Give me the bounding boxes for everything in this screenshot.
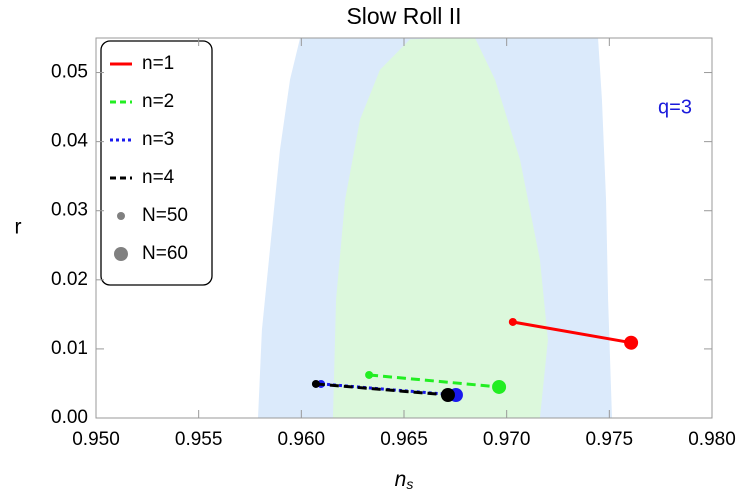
y-tick-label: 0.04: [51, 131, 88, 152]
x-tick-label: 0.955: [175, 429, 223, 450]
data-point: [624, 335, 639, 350]
chart-title: Slow Roll II: [346, 3, 461, 29]
legend-label: n=1: [142, 53, 174, 74]
annotation: q=3: [658, 96, 692, 118]
series-line: [315, 382, 449, 397]
legend-box: [100, 40, 213, 286]
y-tick-label: 0.01: [51, 338, 88, 359]
x-axis-label: ns: [395, 468, 414, 492]
legend-label: n=3: [142, 129, 174, 150]
x-tick-label: 0.975: [586, 429, 634, 450]
x-label-sub: s: [406, 476, 413, 492]
x-tick-label: 0.960: [278, 429, 326, 450]
legend-label: N=60: [142, 243, 188, 264]
y-axis-label: r: [15, 216, 22, 239]
series-line: [368, 373, 500, 389]
confidence-region: [332, 38, 548, 418]
y-tick-label: 0.05: [51, 62, 88, 83]
legend-label: N=50: [142, 205, 188, 226]
legend-label: n=2: [142, 91, 174, 112]
x-tick-label: 0.970: [483, 429, 531, 450]
legend-label: n=4: [142, 167, 175, 188]
y-tick-label: 0.03: [51, 200, 88, 221]
x-tick-label: 0.950: [72, 429, 120, 450]
data-point: [440, 387, 455, 402]
y-tick-label: 0.00: [51, 407, 88, 428]
legend-marker: [117, 212, 125, 220]
x-tick-label: 0.980: [688, 429, 736, 450]
data-point: [365, 370, 374, 379]
y-tick-label: 0.02: [51, 269, 88, 290]
x-tick-label: 0.965: [380, 429, 428, 450]
contour-layer: [258, 38, 613, 418]
series-line: [512, 320, 632, 345]
legend-marker: [114, 247, 128, 261]
x-label-base: n: [395, 468, 407, 491]
data-point: [492, 379, 507, 394]
data-point: [311, 379, 320, 388]
data-point: [508, 317, 517, 326]
